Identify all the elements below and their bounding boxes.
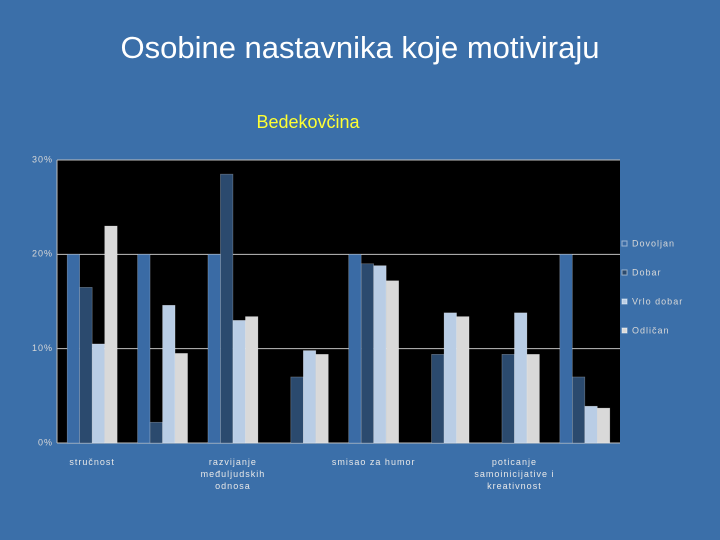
y-tick-label: 30%	[32, 154, 53, 164]
bar	[91, 343, 105, 444]
bar	[137, 254, 151, 444]
legend-label: Odličan	[632, 325, 670, 335]
legend-label: Dovoljan	[632, 238, 675, 248]
bar	[514, 312, 528, 444]
y-tick-label: 10%	[32, 343, 53, 353]
bar	[79, 287, 93, 444]
bar	[597, 407, 611, 444]
legend-swatch	[621, 298, 628, 305]
bar	[220, 173, 234, 444]
bar	[162, 304, 176, 444]
x-tick-label: razvijanje međuljudskih odnosa	[200, 457, 266, 491]
bar	[174, 353, 188, 444]
bar	[245, 316, 259, 444]
chart-title: Osobine nastavnika koje motiviraju	[120, 30, 599, 65]
bar	[348, 254, 362, 444]
legend-label: Dobar	[632, 267, 662, 277]
legend-swatch	[621, 269, 628, 276]
bar	[584, 405, 598, 444]
bar	[456, 316, 470, 444]
bar	[149, 421, 163, 444]
x-tick-label: poticanje samoinicijative i kreativnost	[474, 457, 555, 491]
bar	[443, 312, 457, 444]
bar	[303, 350, 317, 444]
x-tick-label: stručnost	[69, 457, 115, 467]
bar	[501, 354, 515, 444]
bar	[66, 254, 80, 444]
bar	[526, 354, 540, 444]
chart-subtitle: Bedekovčina	[256, 112, 360, 132]
bar	[104, 225, 118, 444]
legend-swatch	[621, 240, 628, 247]
bar	[559, 254, 573, 444]
legend-label: Vrlo dobar	[632, 296, 683, 306]
legend-swatch	[621, 327, 628, 334]
bar	[373, 265, 387, 444]
bar	[385, 280, 399, 444]
bar	[431, 354, 445, 444]
bar	[207, 254, 221, 444]
bar	[232, 320, 246, 444]
y-tick-label: 20%	[32, 249, 53, 259]
y-tick-label: 0%	[38, 437, 53, 447]
bar	[360, 263, 374, 444]
bar	[290, 376, 304, 444]
bar	[315, 354, 329, 444]
x-tick-label: smisao za humor	[331, 457, 416, 467]
bar	[572, 376, 586, 444]
